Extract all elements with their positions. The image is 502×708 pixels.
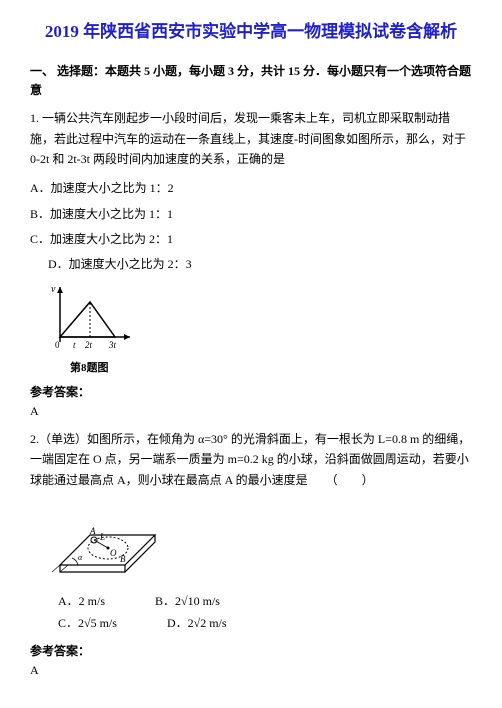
q2-option-a: A．2 m/s	[58, 594, 105, 608]
svg-text:A: A	[89, 526, 96, 536]
q2-stem: 2.（单选）如图所示，在倾角为 α=30° 的光滑斜面上，有一根长为 L=0.8…	[30, 429, 472, 490]
q2-answer: A	[30, 663, 472, 678]
q1-figure: v 0 t 2t 3t	[45, 282, 472, 357]
q2-options-row1: A．2 m/s B．2√10 m/s	[58, 591, 472, 613]
q2-options-row2: C．2√5 m/s D．2√2 m/s	[58, 613, 472, 635]
svg-text:O: O	[110, 548, 117, 558]
svg-text:L: L	[99, 532, 105, 542]
q2-answer-label: 参考答案：	[30, 642, 472, 659]
document-title: 2019 年陕西省西安市实验中学高一物理模拟试卷含解析	[30, 20, 472, 44]
q1-figure-caption: 第8题图	[70, 359, 472, 375]
svg-text:α: α	[78, 553, 83, 562]
svg-text:t: t	[73, 340, 76, 350]
svg-text:3t: 3t	[108, 340, 117, 350]
q1-option-a: A．加速度大小之比为 1：2	[30, 179, 472, 198]
q1-option-d: D．加速度大小之比为 2：3	[48, 255, 472, 274]
q1-answer-label: 参考答案：	[30, 383, 472, 400]
q1-option-b: B．加速度大小之比为 1：1	[30, 205, 472, 224]
q1-stem: 1. 一辆公共汽车刚起步一小段时间后，发现一乘客未上车，司机立即采取制动措施，若…	[30, 108, 472, 169]
q1-answer: A	[30, 404, 472, 419]
svg-text:0: 0	[55, 340, 60, 350]
q2-option-c: C．2√5 m/s	[58, 616, 117, 630]
q1-option-c: C．加速度大小之比为 2：1	[30, 230, 472, 249]
q2-figure: A O L B α	[50, 500, 472, 585]
svg-text:B: B	[120, 554, 126, 564]
q2-option-b: B．2√10 m/s	[155, 594, 220, 608]
q2-option-d: D．2√2 m/s	[167, 616, 227, 630]
svg-text:2t: 2t	[85, 340, 93, 350]
svg-text:v: v	[51, 284, 56, 295]
section-header: 一、 选择题：本题共 5 小题，每小题 3 分，共计 15 分．每小题只有一个选…	[30, 62, 472, 100]
